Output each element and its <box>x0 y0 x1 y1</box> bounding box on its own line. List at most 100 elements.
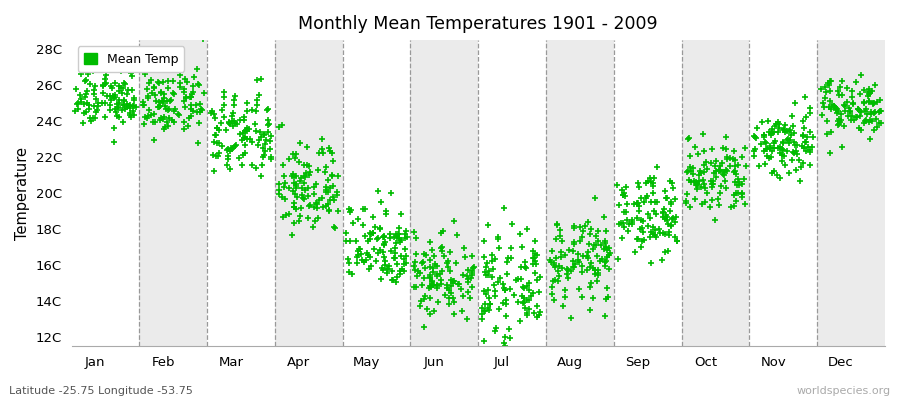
Point <box>264 153 278 160</box>
Point <box>78 94 93 100</box>
Point <box>299 170 313 176</box>
Point <box>430 282 445 288</box>
Point <box>302 172 316 179</box>
Point <box>727 203 742 209</box>
Point <box>598 258 613 264</box>
Point <box>591 269 606 276</box>
Point <box>390 279 404 285</box>
Point <box>706 181 720 187</box>
Point <box>518 264 532 270</box>
Point <box>663 201 678 207</box>
Point <box>869 124 884 130</box>
Point <box>600 285 615 291</box>
Point <box>631 180 645 186</box>
Point <box>325 150 339 157</box>
Point <box>670 214 684 221</box>
Point <box>292 217 306 224</box>
Point <box>383 234 398 241</box>
Point <box>388 254 402 261</box>
Point <box>498 285 512 291</box>
Point <box>417 324 431 330</box>
Point <box>464 284 479 291</box>
Point <box>713 190 727 196</box>
Point <box>185 108 200 114</box>
Point <box>231 154 246 161</box>
Point <box>120 91 134 98</box>
Point <box>650 199 664 205</box>
Point <box>474 311 489 318</box>
Point <box>840 85 854 92</box>
Point <box>100 67 114 73</box>
Point <box>467 264 482 270</box>
Point <box>140 115 154 121</box>
Point <box>423 283 437 290</box>
Point <box>154 89 168 96</box>
Point <box>760 146 775 152</box>
Point <box>192 120 206 126</box>
Point <box>260 106 274 112</box>
Point <box>646 190 661 196</box>
Point <box>706 196 720 203</box>
Point <box>86 115 100 122</box>
Point <box>854 109 868 116</box>
Legend: Mean Temp: Mean Temp <box>77 46 184 72</box>
Point <box>388 244 402 251</box>
Point <box>478 300 492 307</box>
Point <box>700 166 715 172</box>
Point <box>302 169 317 175</box>
Point <box>769 120 783 127</box>
Point <box>137 121 151 128</box>
Point <box>614 220 628 226</box>
Point <box>668 196 682 203</box>
Point <box>790 150 805 157</box>
Point <box>868 108 882 115</box>
Point <box>80 100 94 106</box>
Point <box>368 224 382 230</box>
Point <box>120 100 134 107</box>
Point <box>111 103 125 110</box>
Point <box>417 295 431 302</box>
Point <box>711 195 725 202</box>
Point <box>161 123 176 129</box>
Point <box>797 94 812 100</box>
Point <box>225 112 239 119</box>
Point <box>852 113 867 120</box>
Point <box>704 160 718 166</box>
Point <box>429 285 444 291</box>
Point <box>584 260 598 266</box>
Point <box>465 270 480 276</box>
Point <box>767 140 781 146</box>
Point <box>109 109 123 116</box>
Point <box>747 153 761 159</box>
Point <box>527 251 542 257</box>
Point <box>214 120 229 126</box>
Point <box>103 107 117 113</box>
Point <box>387 255 401 261</box>
Point <box>289 180 303 187</box>
Point <box>104 97 119 103</box>
Point <box>833 119 848 126</box>
Point <box>530 277 544 284</box>
Point <box>323 196 338 203</box>
Point <box>226 123 240 130</box>
Point <box>99 80 113 87</box>
Point <box>497 204 511 211</box>
Point <box>397 256 411 262</box>
Point <box>739 162 753 169</box>
Point <box>160 84 175 91</box>
Point <box>276 214 291 220</box>
Point <box>395 266 410 272</box>
Point <box>833 117 848 123</box>
Point <box>398 231 412 237</box>
Point <box>555 264 570 271</box>
Point <box>205 108 220 114</box>
Point <box>732 181 746 188</box>
Point <box>345 270 359 277</box>
Point <box>821 80 835 86</box>
Point <box>824 106 838 112</box>
Point <box>288 191 302 197</box>
Point <box>514 244 528 250</box>
Point <box>371 235 385 242</box>
Point <box>377 242 392 248</box>
Point <box>734 181 749 187</box>
